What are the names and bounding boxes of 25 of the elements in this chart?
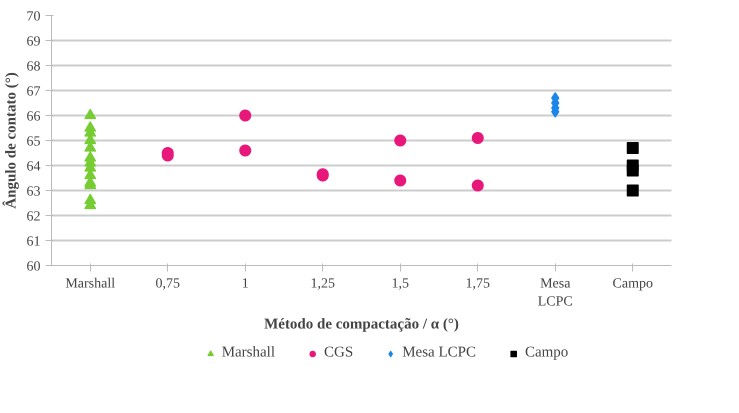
y-tick-label: 64 — [26, 160, 40, 174]
y-tick-label: 70 — [26, 10, 40, 24]
x-tick-label: 1,5 — [392, 276, 409, 292]
y-tick-label: 62 — [26, 210, 40, 224]
y-tick-label: 65 — [26, 134, 40, 150]
y-tick-label: 61 — [26, 234, 40, 250]
y-tick-label: 67 — [26, 84, 40, 100]
legend-label: CGS — [324, 344, 354, 362]
x-tick-label: Mesa LCPC — [538, 276, 573, 310]
y-axis-title: Ângulo de contato (°) — [2, 72, 20, 209]
y-tick-label: 69 — [26, 34, 40, 50]
y-tick-label: 66 — [26, 110, 40, 124]
x-tick-label: 1 — [242, 276, 249, 292]
legend-label: Marshall — [222, 344, 276, 362]
legend-label: Campo — [524, 344, 568, 362]
y-tick-label: 60 — [26, 260, 40, 274]
x-tick-label: 1,75 — [466, 276, 490, 292]
x-axis-title: Método de compactação / α (°) — [264, 316, 459, 332]
x-tick-label: Marshall — [65, 276, 116, 292]
x-tick-label: Campo — [612, 276, 653, 292]
y-tick-label: 63 — [26, 184, 40, 200]
legend-label: Mesa LCPC — [402, 344, 476, 362]
y-tick-label: 68 — [26, 60, 40, 74]
x-tick-label: 0,75 — [156, 276, 180, 292]
x-tick-label: 1,25 — [310, 276, 335, 292]
